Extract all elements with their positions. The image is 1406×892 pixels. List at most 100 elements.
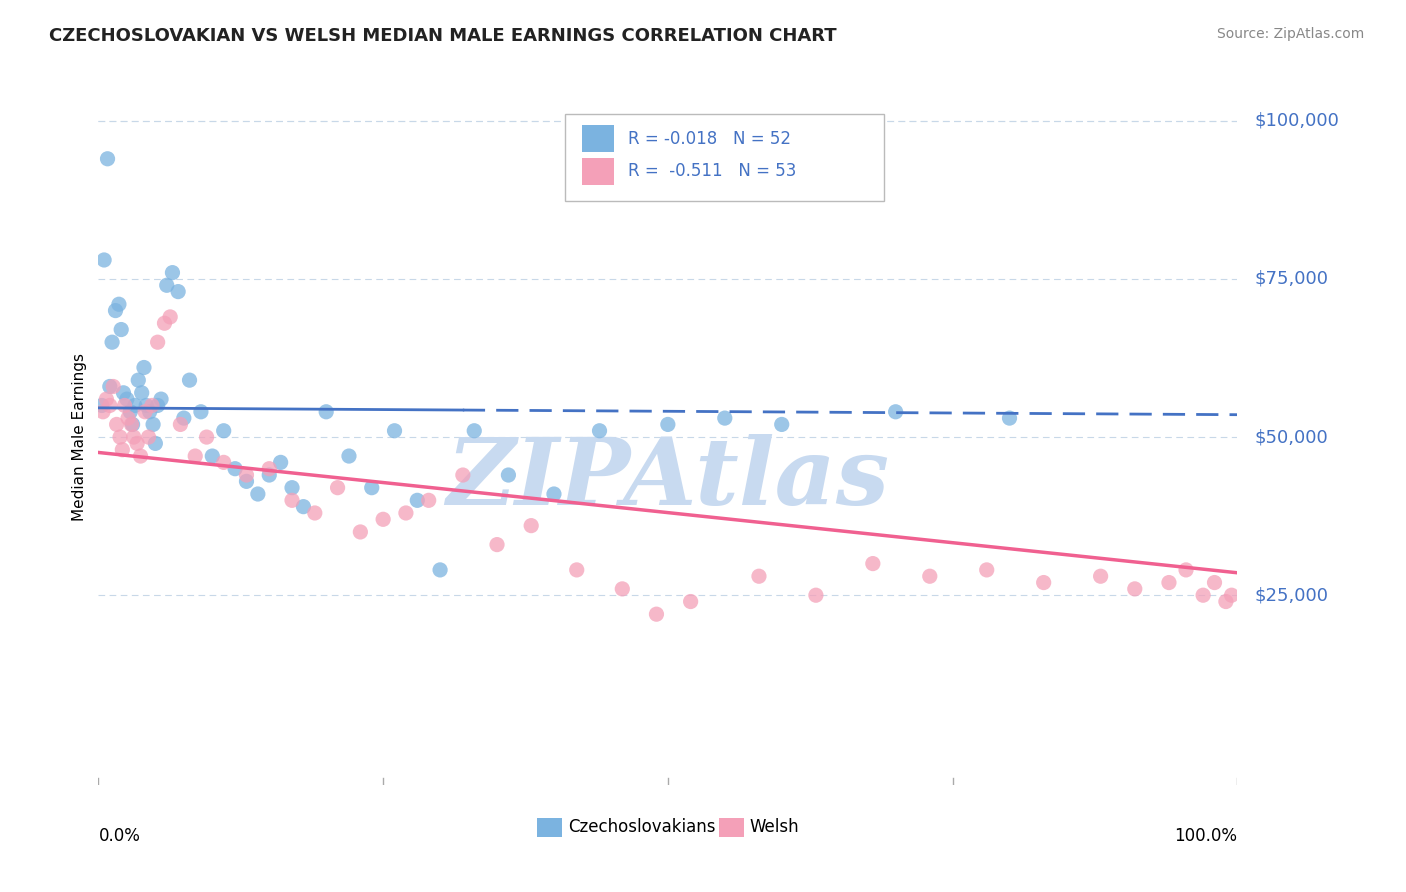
- Y-axis label: Median Male Earnings: Median Male Earnings: [72, 353, 87, 521]
- Point: [714, 411, 737, 425]
- Point: [463, 424, 485, 438]
- Text: R = -0.018   N = 52: R = -0.018 N = 52: [628, 129, 792, 147]
- Point: [588, 424, 610, 438]
- Point: [138, 405, 160, 419]
- Point: [429, 563, 451, 577]
- Point: [117, 411, 139, 425]
- Point: [110, 322, 132, 336]
- Text: 100.0%: 100.0%: [1174, 827, 1237, 845]
- Point: [1090, 569, 1112, 583]
- Point: [679, 594, 702, 608]
- Point: [103, 379, 125, 393]
- Point: [167, 285, 190, 299]
- Point: [108, 430, 131, 444]
- Point: [104, 303, 127, 318]
- Point: [384, 424, 406, 438]
- Point: [998, 411, 1021, 425]
- Text: Czechoslovakians: Czechoslovakians: [568, 818, 716, 837]
- Bar: [582, 158, 614, 185]
- Point: [156, 278, 179, 293]
- Point: [224, 461, 246, 475]
- Point: [451, 468, 474, 483]
- Point: [235, 475, 257, 489]
- Point: [105, 417, 128, 432]
- Text: $75,000: $75,000: [1254, 270, 1329, 288]
- Point: [304, 506, 326, 520]
- Point: [121, 417, 143, 432]
- Point: [112, 385, 135, 400]
- Point: [173, 411, 195, 425]
- Point: [101, 335, 124, 350]
- Text: ZIPAtlas: ZIPAtlas: [446, 434, 890, 524]
- Point: [90, 399, 112, 413]
- Point: [212, 455, 235, 469]
- Point: [146, 335, 169, 350]
- Point: [201, 449, 224, 463]
- Point: [292, 500, 315, 514]
- Point: [259, 461, 281, 475]
- Point: [1157, 575, 1180, 590]
- Point: [645, 607, 668, 622]
- Point: [162, 266, 184, 280]
- Point: [498, 468, 520, 483]
- Point: [120, 405, 142, 419]
- Point: [135, 399, 157, 413]
- Point: [169, 417, 191, 432]
- Point: [146, 399, 169, 413]
- Point: [1215, 594, 1237, 608]
- Point: [122, 430, 145, 444]
- Point: [360, 481, 382, 495]
- Text: $50,000: $50,000: [1254, 428, 1329, 446]
- Point: [259, 468, 281, 483]
- Point: [270, 455, 292, 469]
- Point: [114, 399, 136, 413]
- Point: [1175, 563, 1198, 577]
- Point: [337, 449, 360, 463]
- Point: [804, 588, 827, 602]
- Point: [246, 487, 269, 501]
- Text: $25,000: $25,000: [1254, 586, 1329, 604]
- Point: [748, 569, 770, 583]
- Point: [565, 563, 588, 577]
- Text: R =  -0.511   N = 53: R = -0.511 N = 53: [628, 162, 796, 180]
- Point: [212, 424, 235, 438]
- Point: [98, 399, 121, 413]
- Text: $100,000: $100,000: [1254, 112, 1340, 130]
- Point: [281, 481, 304, 495]
- Bar: [582, 126, 614, 152]
- Text: 0.0%: 0.0%: [98, 827, 141, 845]
- Point: [1192, 588, 1215, 602]
- Point: [150, 392, 173, 406]
- Point: [770, 417, 793, 432]
- Point: [93, 252, 115, 267]
- Point: [862, 557, 884, 571]
- Point: [1123, 582, 1146, 596]
- Point: [153, 316, 176, 330]
- Point: [131, 385, 153, 400]
- Point: [520, 518, 543, 533]
- Point: [486, 538, 509, 552]
- Point: [142, 417, 165, 432]
- Point: [349, 524, 371, 539]
- Point: [315, 405, 337, 419]
- Point: [418, 493, 440, 508]
- Point: [124, 399, 146, 413]
- Point: [406, 493, 429, 508]
- Point: [1032, 575, 1054, 590]
- Point: [129, 449, 152, 463]
- Point: [184, 449, 207, 463]
- Point: [884, 405, 907, 419]
- Point: [96, 392, 118, 406]
- Point: [127, 436, 149, 450]
- Point: [120, 417, 142, 432]
- Point: [543, 487, 565, 501]
- Point: [281, 493, 304, 508]
- Point: [91, 405, 114, 419]
- Text: Welsh: Welsh: [749, 818, 800, 837]
- Bar: [718, 818, 744, 837]
- Point: [127, 373, 149, 387]
- Point: [371, 512, 394, 526]
- Point: [98, 379, 121, 393]
- Point: [145, 436, 167, 450]
- Point: [96, 152, 118, 166]
